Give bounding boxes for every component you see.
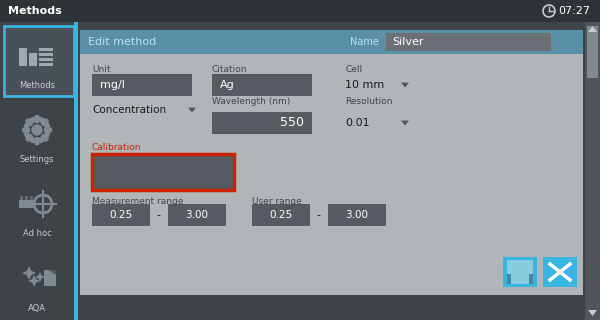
Text: Methods: Methods (8, 6, 62, 16)
Bar (212, 112, 312, 134)
Polygon shape (35, 272, 45, 282)
Bar (44, 270, 56, 286)
Bar (585, 22, 600, 320)
Bar (587, 26, 598, 78)
Bar (212, 74, 312, 96)
Text: Methods: Methods (19, 82, 55, 91)
Bar (4, 26, 74, 96)
Bar (92, 74, 192, 96)
Text: Name: Name (350, 37, 379, 47)
Polygon shape (588, 26, 597, 32)
Bar (92, 154, 234, 190)
Text: Wavelength (nm): Wavelength (nm) (212, 98, 290, 107)
Bar (74, 22, 78, 320)
Text: Concentration: Concentration (92, 105, 166, 115)
Bar (19, 200, 34, 208)
Text: -: - (316, 210, 320, 220)
Text: 10 mm: 10 mm (345, 80, 384, 90)
Text: Settings: Settings (20, 156, 54, 164)
Polygon shape (188, 108, 196, 112)
Bar (543, 257, 577, 287)
Bar (20, 196, 23, 200)
Bar (92, 204, 150, 226)
Text: 0.01: 0.01 (345, 118, 370, 128)
Text: Silver: Silver (392, 37, 424, 47)
Text: 0.25: 0.25 (269, 210, 293, 220)
Bar (39, 58, 53, 61)
Bar (25, 196, 28, 200)
Text: -: - (156, 210, 160, 220)
Bar (386, 33, 551, 51)
Text: 3.00: 3.00 (346, 210, 368, 220)
Text: Cell: Cell (345, 66, 362, 75)
Bar (511, 274, 529, 284)
Polygon shape (22, 266, 36, 280)
Text: mg/l: mg/l (100, 80, 125, 90)
Text: Citation: Citation (212, 66, 248, 75)
Bar (168, 204, 226, 226)
Bar (30, 196, 33, 200)
Bar (39, 53, 53, 56)
Bar (39, 63, 53, 66)
Polygon shape (48, 270, 56, 275)
Bar (507, 260, 533, 284)
Bar (507, 274, 533, 284)
Circle shape (32, 125, 42, 135)
Text: 07:27: 07:27 (558, 6, 590, 16)
Bar (4, 100, 74, 170)
Text: Ag: Ag (220, 80, 235, 90)
Bar (0, 0, 600, 22)
Bar (80, 30, 583, 54)
Bar (252, 204, 310, 226)
Text: User range: User range (252, 197, 302, 206)
Bar (39, 48, 53, 51)
Text: Measurement range: Measurement range (92, 197, 184, 206)
Text: 3.00: 3.00 (185, 210, 209, 220)
Text: Ad hoc: Ad hoc (23, 229, 52, 238)
Bar (92, 154, 234, 190)
Bar (4, 174, 74, 244)
Bar (503, 257, 537, 287)
Text: Unit: Unit (92, 66, 110, 75)
Text: Calibration: Calibration (92, 143, 142, 153)
Text: Resolution: Resolution (345, 98, 392, 107)
Bar (80, 30, 583, 295)
Bar (29, 53, 37, 66)
Polygon shape (28, 275, 40, 287)
Text: Edit method: Edit method (88, 37, 156, 47)
Bar (508, 266, 532, 268)
Bar (4, 248, 74, 318)
Polygon shape (588, 310, 597, 316)
Text: 0.25: 0.25 (109, 210, 133, 220)
Text: AQA: AQA (28, 303, 46, 313)
Bar (508, 261, 532, 264)
Bar (328, 204, 386, 226)
Bar (508, 269, 532, 272)
Polygon shape (401, 83, 409, 87)
Bar (19, 48, 27, 66)
Bar (4, 26, 74, 96)
Text: 550: 550 (280, 116, 304, 130)
Bar (0, 22, 78, 320)
Polygon shape (401, 121, 409, 125)
